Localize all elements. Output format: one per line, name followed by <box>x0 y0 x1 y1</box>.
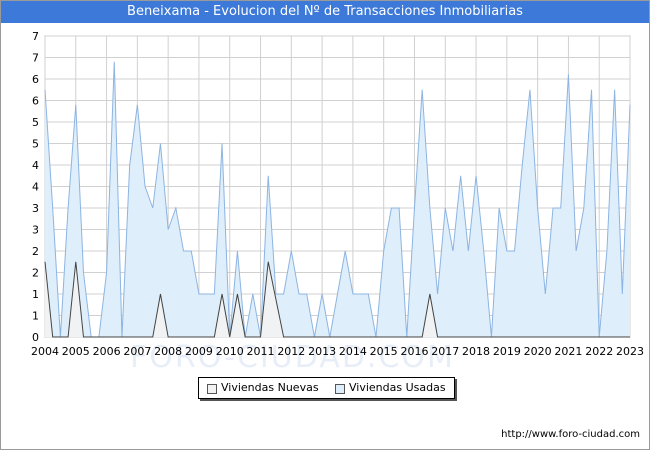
y-tick-label: 2 <box>32 267 39 280</box>
legend-label-usadas: Viviendas Usadas <box>349 381 446 394</box>
x-tick-label: 2010 <box>216 345 244 358</box>
x-tick-label: 2017 <box>431 345 459 358</box>
legend-swatch-usadas <box>335 384 345 394</box>
x-tick-label: 2016 <box>400 345 428 358</box>
legend: Viviendas Nuevas Viviendas Usadas <box>198 377 455 399</box>
series-area-viviendas-usadas <box>45 61 630 338</box>
x-tick-label: 2011 <box>247 345 275 358</box>
x-tick-label: 2018 <box>462 345 490 358</box>
y-tick-label: 2 <box>32 245 39 258</box>
y-tick-label: 7 <box>32 30 39 43</box>
series-line-viviendas-nuevas <box>44 261 630 338</box>
x-tick-label: 2004 <box>31 345 59 358</box>
x-tick-label: 2014 <box>339 345 367 358</box>
x-tick-label: 2007 <box>123 345 151 358</box>
x-tick-label: 2005 <box>62 345 90 358</box>
x-tick-label: 2009 <box>185 345 213 358</box>
x-tick-label: 2019 <box>493 345 521 358</box>
legend-swatch-nuevas <box>207 384 217 394</box>
y-tick-label: 5 <box>32 138 39 151</box>
y-tick-label: 0 <box>32 331 39 344</box>
x-tick-label: 2013 <box>308 345 336 358</box>
x-tick-label: 2023 <box>616 345 644 358</box>
y-tick-label: 7 <box>32 52 39 65</box>
y-tick-label: 4 <box>32 181 39 194</box>
y-tick-label: 4 <box>32 159 39 172</box>
y-tick-label: 6 <box>32 73 39 86</box>
legend-label-nuevas: Viviendas Nuevas <box>221 381 319 394</box>
x-tick-label: 2020 <box>524 345 552 358</box>
y-tick-label: 1 <box>32 288 39 301</box>
series-line-viviendas-usadas <box>44 61 631 338</box>
x-tick-label: 2006 <box>93 345 121 358</box>
source-link[interactable]: http://www.foro-ciudad.com <box>501 429 640 440</box>
chart-title: Beneixama - Evolucion del Nº de Transacc… <box>1 1 649 23</box>
x-tick-label: 2015 <box>370 345 398 358</box>
y-tick-label: 6 <box>32 95 39 108</box>
y-tick-label: 1 <box>32 310 39 323</box>
y-tick-label: 3 <box>32 224 39 237</box>
y-tick-label: 5 <box>32 116 39 129</box>
x-tick-label: 2008 <box>154 345 182 358</box>
x-tick-label: 2022 <box>585 345 613 358</box>
x-tick-label: 2021 <box>554 345 582 358</box>
y-tick-label: 3 <box>32 202 39 215</box>
x-tick-label: 2012 <box>277 345 305 358</box>
